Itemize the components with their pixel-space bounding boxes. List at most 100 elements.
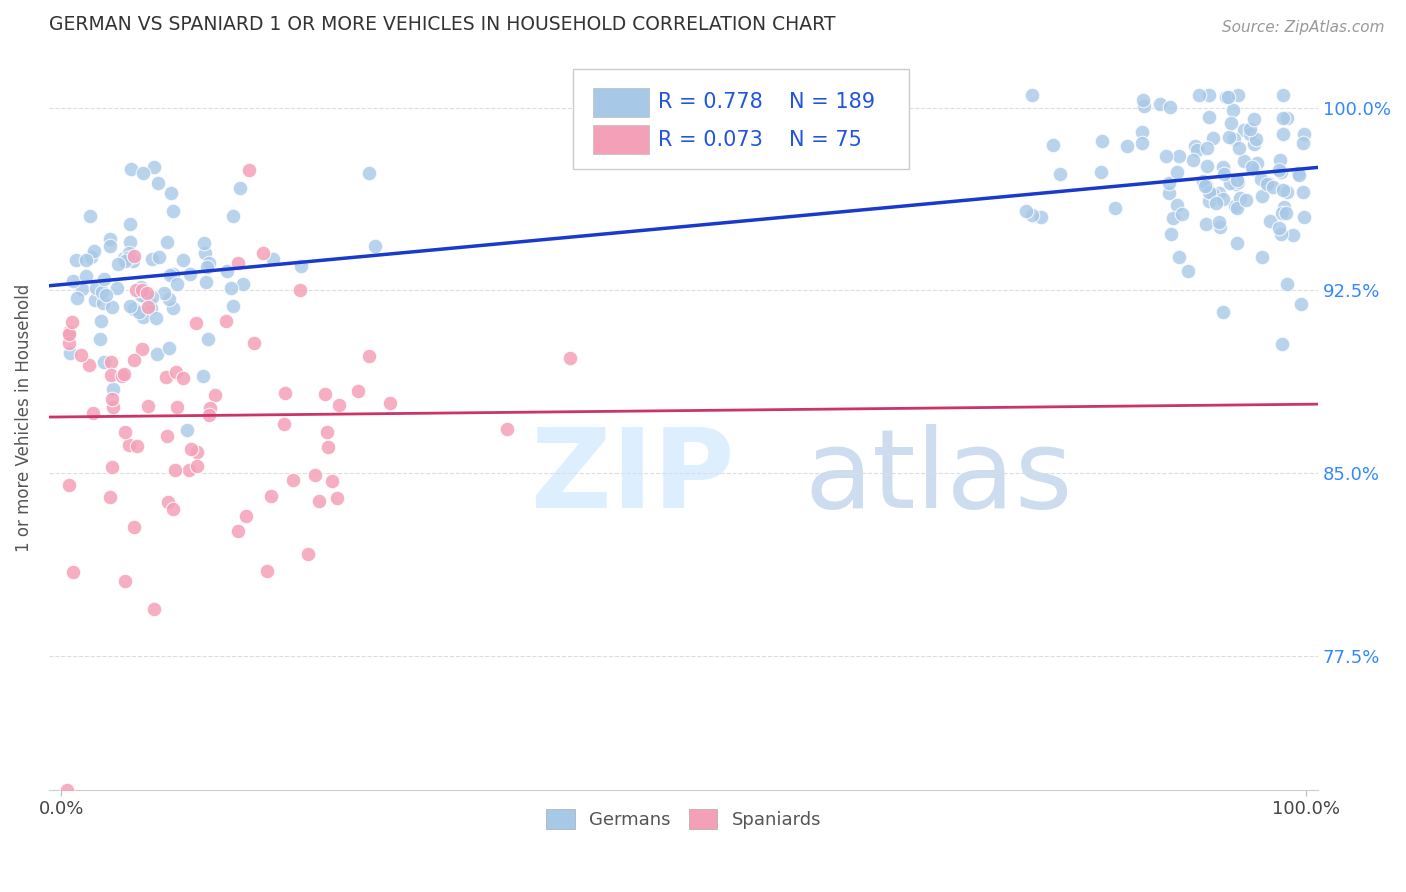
Point [69, 348, 91, 362]
Point [1171, 206, 1194, 220]
Point [1160, 227, 1182, 241]
Point [274, 386, 297, 401]
Point [229, 181, 252, 195]
Point [195, 275, 218, 289]
Point [1271, 205, 1294, 219]
Point [112, 252, 135, 266]
Point [101, 383, 124, 397]
Point [1149, 97, 1171, 112]
Point [1270, 165, 1292, 179]
Point [1195, 178, 1218, 192]
Point [98, 232, 121, 246]
Point [163, 463, 186, 477]
Point [66, 292, 89, 306]
Point [120, 235, 142, 250]
Point [288, 283, 311, 297]
Point [58, 325, 80, 339]
Point [1104, 202, 1126, 216]
Point [162, 301, 184, 316]
Point [91, 285, 114, 299]
Point [1197, 141, 1219, 155]
Text: R = 0.073: R = 0.073 [658, 129, 763, 150]
Point [1239, 127, 1261, 141]
Point [1222, 132, 1244, 146]
Point [141, 252, 163, 266]
Point [132, 310, 155, 324]
Point [226, 255, 249, 269]
Point [100, 491, 122, 505]
Point [297, 547, 319, 561]
Point [318, 441, 340, 455]
Point [226, 524, 249, 538]
Point [172, 253, 194, 268]
Point [238, 163, 260, 178]
Point [186, 458, 208, 473]
Point [58, 326, 80, 341]
Point [194, 246, 217, 260]
Point [1251, 189, 1274, 203]
Point [148, 176, 170, 190]
Point [1241, 161, 1264, 176]
Point [1227, 141, 1250, 155]
Point [127, 440, 149, 454]
Point [1198, 111, 1220, 125]
Point [114, 253, 136, 268]
Point [1168, 149, 1191, 163]
Point [1243, 136, 1265, 151]
Point [1090, 165, 1112, 179]
Point [1270, 227, 1292, 241]
FancyBboxPatch shape [574, 69, 910, 169]
Point [117, 251, 139, 265]
Point [114, 574, 136, 589]
Point [1132, 93, 1154, 107]
Point [122, 519, 145, 533]
Point [1157, 186, 1180, 201]
Point [1208, 215, 1230, 229]
Point [1181, 153, 1204, 167]
Point [141, 301, 163, 315]
Point [135, 292, 157, 306]
Point [328, 398, 350, 412]
Point [281, 473, 304, 487]
Point [219, 280, 242, 294]
Point [1234, 193, 1257, 207]
Point [1130, 136, 1153, 150]
Point [100, 392, 122, 407]
Point [58, 478, 80, 492]
Point [1272, 88, 1295, 103]
Point [1213, 167, 1236, 181]
Point [62, 274, 84, 288]
Point [1218, 176, 1240, 190]
Point [166, 277, 188, 291]
Point [357, 166, 380, 180]
Point [304, 467, 326, 482]
Point [1188, 88, 1211, 103]
Legend: Germans, Spaniards: Germans, Spaniards [538, 801, 828, 837]
Point [136, 286, 159, 301]
Point [496, 422, 519, 436]
Point [105, 281, 128, 295]
Point [308, 493, 330, 508]
Point [217, 264, 239, 278]
Point [290, 259, 312, 273]
Point [1192, 174, 1215, 188]
Text: N = 189: N = 189 [789, 93, 875, 112]
Point [120, 217, 142, 231]
Point [1159, 100, 1181, 114]
Point [156, 495, 179, 509]
Point [222, 299, 245, 313]
Point [1091, 134, 1114, 148]
Point [136, 300, 159, 314]
Point [1021, 208, 1043, 222]
Point [1251, 250, 1274, 264]
Point [90, 314, 112, 328]
Point [1226, 173, 1249, 187]
Point [1292, 186, 1315, 200]
Y-axis label: 1 or more Vehicles in Household: 1 or more Vehicles in Household [15, 285, 32, 552]
Point [242, 335, 264, 350]
Point [1021, 88, 1043, 103]
Point [1246, 132, 1268, 146]
Point [101, 460, 124, 475]
Point [166, 400, 188, 414]
Point [364, 239, 387, 253]
